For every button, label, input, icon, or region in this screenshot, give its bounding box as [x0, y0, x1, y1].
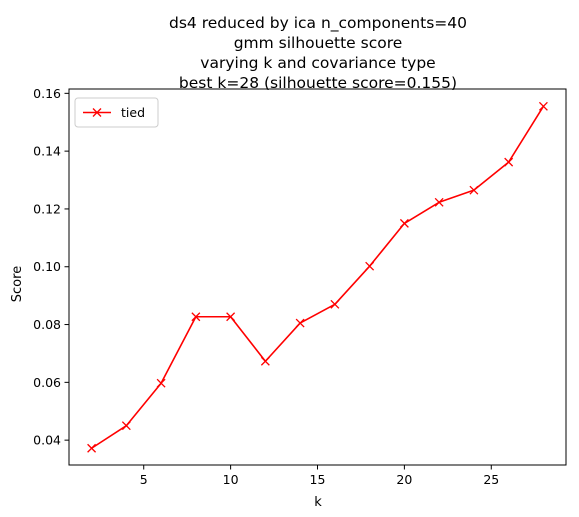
- y-axis-ticks: 0.04 0.06 0.08 0.10 0.12 0.14 0.16: [33, 86, 69, 448]
- x-axis-ticks: 5 10 15 20 25: [140, 465, 499, 487]
- y-tick-label: 0.06: [33, 375, 61, 390]
- series-layer: [87, 101, 548, 453]
- y-tick-label: 0.04: [33, 433, 61, 448]
- data-point: [191, 312, 201, 322]
- data-point: [295, 318, 305, 328]
- y-tick-label: 0.14: [33, 144, 61, 159]
- x-tick-label: 20: [396, 472, 412, 487]
- data-point: [469, 185, 479, 195]
- data-point: [434, 197, 444, 207]
- legend-series-marker: [92, 108, 102, 117]
- y-tick-label: 0.08: [33, 317, 61, 332]
- title-line-2: gmm silhouette score: [234, 34, 403, 52]
- legend: tied: [74, 97, 159, 128]
- x-tick-label: 5: [140, 472, 148, 487]
- data-point: [399, 218, 409, 228]
- x-axis-label: k: [314, 495, 322, 510]
- title-line-1: ds4 reduced by ica n_components=40: [169, 14, 467, 33]
- data-point: [538, 101, 548, 111]
- y-tick-label: 0.16: [33, 86, 61, 101]
- data-point: [87, 443, 97, 453]
- data-point: [365, 261, 375, 271]
- data-point: [504, 157, 514, 167]
- data-point: [226, 312, 236, 322]
- y-tick-label: 0.12: [33, 201, 61, 216]
- x-tick-label: 25: [483, 472, 499, 487]
- data-point: [156, 378, 166, 388]
- data-point: [330, 299, 340, 309]
- chart-title: ds4 reduced by ica n_components=40 gmm s…: [169, 14, 467, 92]
- y-tick-label: 0.10: [33, 259, 61, 274]
- title-line-3: varying k and covariance type: [200, 54, 435, 72]
- data-point: [121, 421, 131, 431]
- x-tick-label: 10: [223, 472, 239, 487]
- legend-series-label: tied: [121, 105, 145, 120]
- series-line-tied: [91, 105, 545, 449]
- data-point: [260, 356, 270, 366]
- y-axis-label: Score: [10, 266, 25, 302]
- title-line-4: best k=28 (silhouette score=0.155): [179, 74, 457, 92]
- x-tick-label: 15: [310, 472, 326, 487]
- legend-marker-x: [92, 108, 102, 117]
- legend-frame: [74, 97, 159, 128]
